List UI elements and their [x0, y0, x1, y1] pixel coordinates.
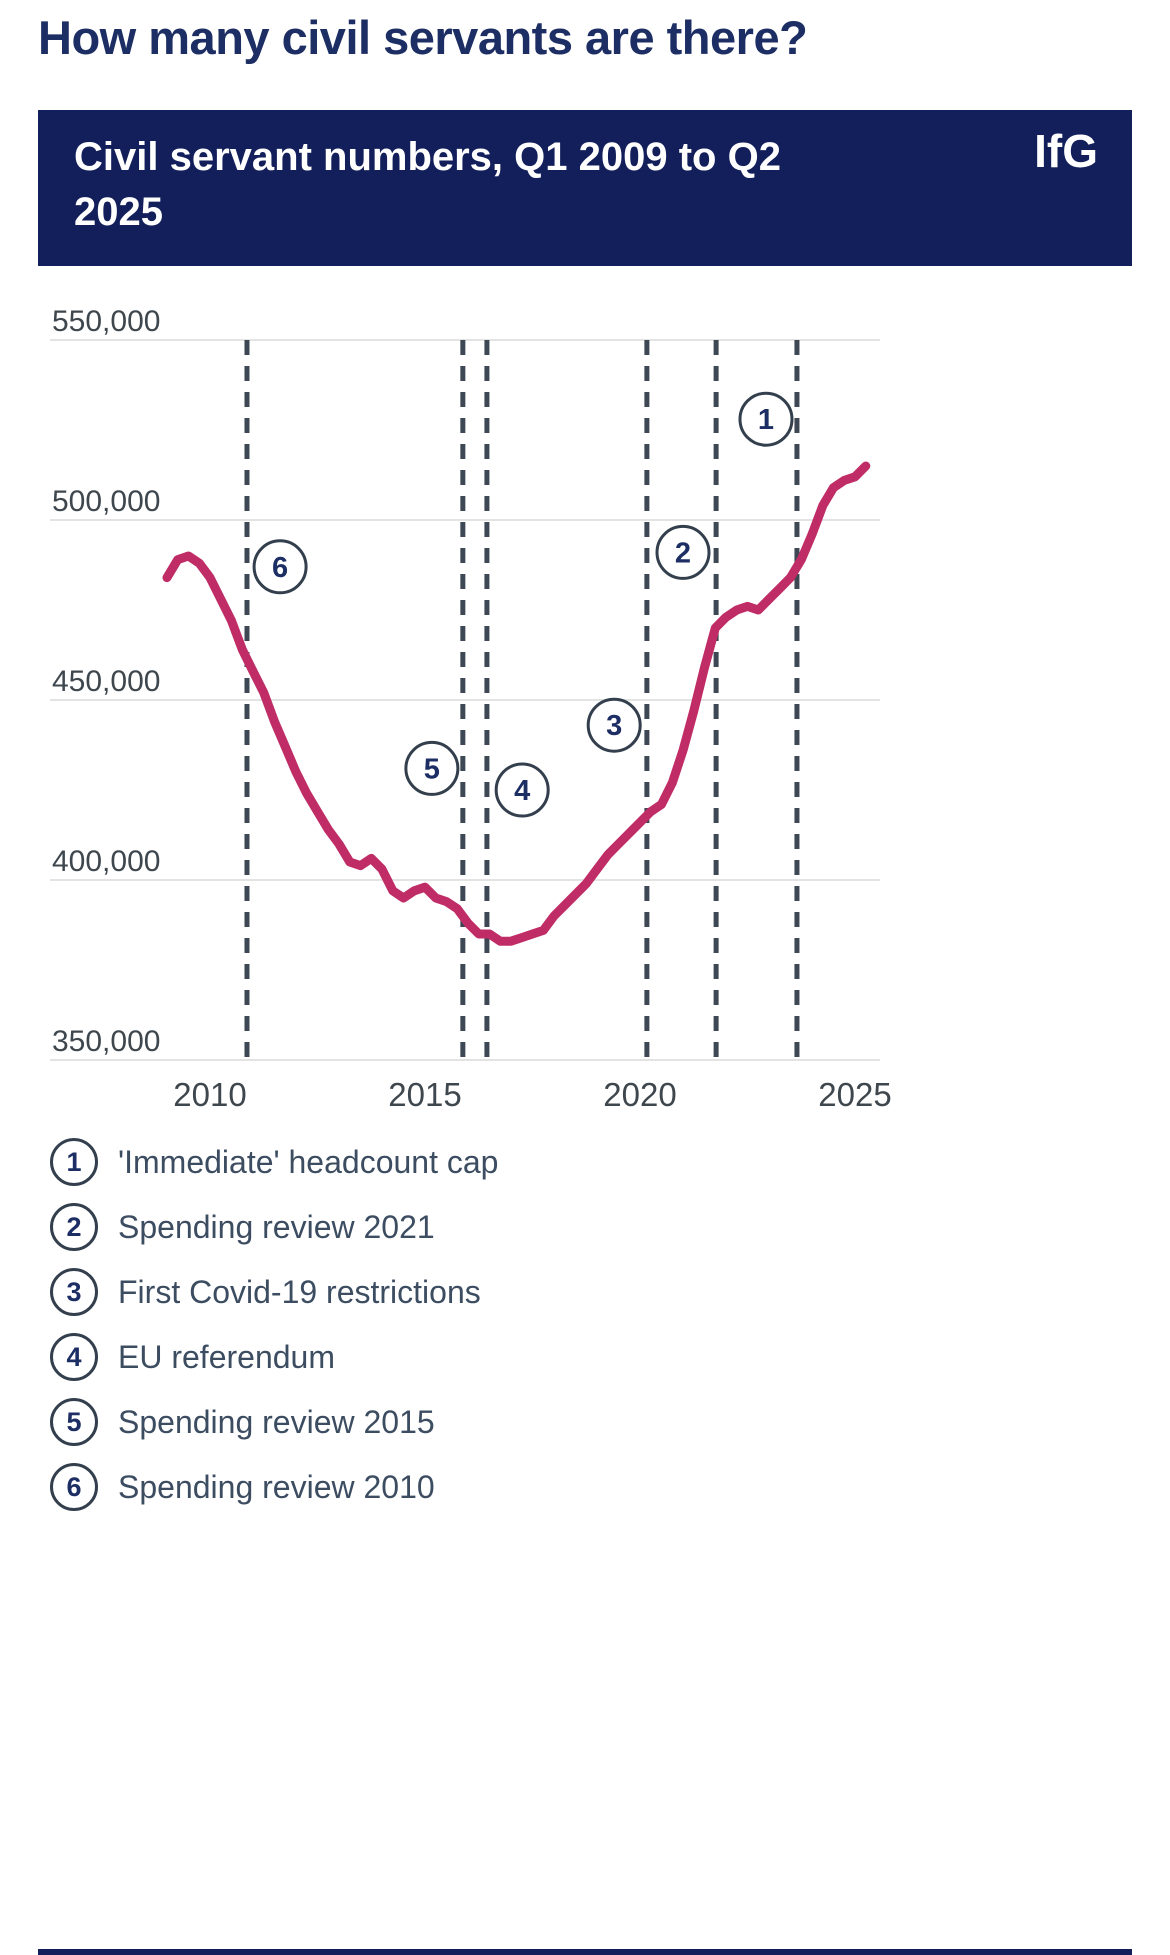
event-marker-circle [586, 697, 642, 753]
legend: 1 'Immediate' headcount cap 2 Spending r… [50, 1138, 498, 1528]
legend-marker-3: 3 [50, 1268, 98, 1316]
data-line [162, 461, 871, 946]
y-axis-label: 500,000 [52, 485, 160, 518]
chart-title: Civil servant numbers, Q1 2009 to Q2 202… [74, 135, 781, 235]
y-axis-label: 550,000 [52, 305, 160, 338]
x-axis-label: 2020 [603, 1076, 676, 1113]
legend-marker-1: 1 [50, 1138, 98, 1186]
chart-header-banner: Civil servant numbers, Q1 2009 to Q2 202… [38, 110, 1132, 266]
event-marker-number: 2 [675, 537, 691, 569]
legend-item: 3 First Covid-19 restrictions [50, 1268, 498, 1316]
legend-item: 4 EU referendum [50, 1333, 498, 1381]
event-marker-number: 5 [424, 753, 440, 785]
legend-label-6: Spending review 2010 [118, 1468, 435, 1505]
legend-item: 2 Spending review 2021 [50, 1203, 498, 1251]
event-marker-circle [738, 391, 794, 447]
legend-marker-2: 2 [50, 1203, 98, 1251]
chart-area: 550,000 500,000 450,000 400,000 350,000 2010 2… [0, 300, 1170, 1130]
x-axis-label: 2025 [818, 1076, 891, 1113]
y-axis-label: 350,000 [52, 1025, 160, 1058]
event-marker-circle [252, 539, 308, 595]
legend-label-4: EU referendum [118, 1338, 335, 1375]
y-axis-label: 450,000 [52, 665, 160, 698]
legend-item: 6 Spending review 2010 [50, 1463, 498, 1511]
legend-label-3: First Covid-19 restrictions [118, 1273, 481, 1310]
legend-marker-5: 5 [50, 1398, 98, 1446]
y-axis-label: 400,000 [52, 845, 160, 878]
legend-item: 1 'Immediate' headcount cap [50, 1138, 498, 1186]
legend-label-2: Spending review 2021 [118, 1208, 435, 1245]
event-marker-circle [494, 762, 550, 818]
event-marker-circle [655, 524, 711, 580]
event-marker-number: 4 [514, 775, 530, 807]
event-marker-circle [404, 740, 460, 796]
legend-marker-4: 4 [50, 1333, 98, 1381]
event-marker-number: 3 [606, 710, 622, 742]
x-axis-label: 2010 [173, 1076, 246, 1113]
legend-item: 5 Spending review 2015 [50, 1398, 498, 1446]
ifg-logo: IfG [1034, 125, 1098, 177]
page-title: How many civil servants are there? [38, 11, 808, 64]
event-marker-number: 6 [272, 552, 288, 584]
legend-label-5: Spending review 2015 [118, 1403, 435, 1440]
legend-label-1: 'Immediate' headcount cap [118, 1143, 499, 1180]
x-axis-label: 2015 [388, 1076, 461, 1113]
bottom-bar [38, 1949, 1132, 1955]
event-marker-number: 1 [758, 404, 774, 436]
legend-marker-6: 6 [50, 1463, 98, 1511]
chart-svg: 550,000 500,000 450,000 400,000 350,000 2010 2… [50, 305, 892, 1113]
